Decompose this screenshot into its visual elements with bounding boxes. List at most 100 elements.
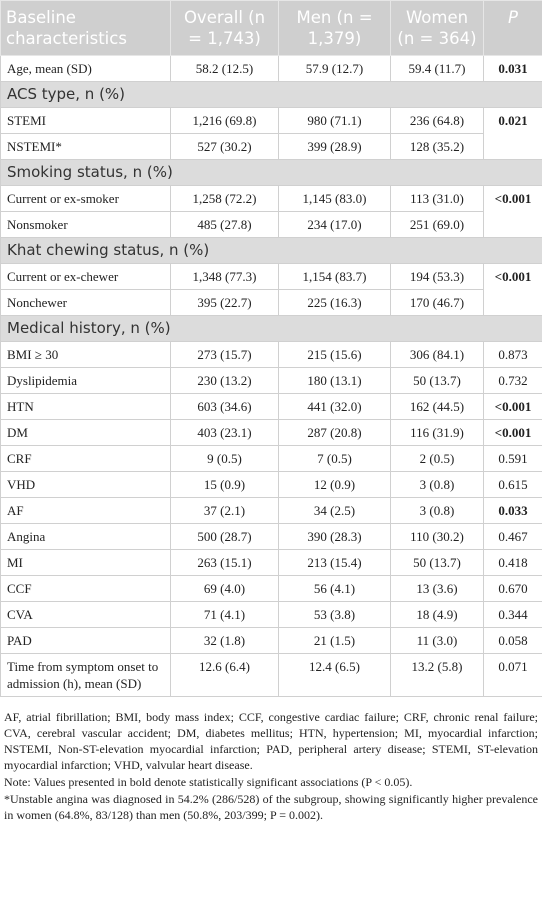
men-cell: 21 (1.5) bbox=[278, 627, 391, 654]
table-body: Age, mean (SD) 58.2 (12.5) 57.9 (12.7) 59.4… bbox=[0, 55, 542, 697]
p-cell: 0.021 bbox=[483, 107, 542, 160]
row-label: Age, mean (SD) bbox=[0, 55, 171, 82]
p-cell: 0.591 bbox=[483, 445, 542, 472]
overall-cell: 69 (4.0) bbox=[170, 575, 279, 602]
overall-cell: 263 (15.1) bbox=[170, 549, 279, 576]
data-row: MI 263 (15.1) 213 (15.4) 50 (13.7) 0.418 bbox=[0, 549, 542, 576]
p-cell: <0.001 bbox=[483, 185, 542, 238]
p-cell: 0.467 bbox=[483, 523, 542, 550]
data-row: HTN 603 (34.6) 441 (32.0) 162 (44.5) <0.001 bbox=[0, 393, 542, 420]
men-cell: 1,154 (83.7) bbox=[278, 263, 391, 290]
footnotes: AF, atrial fibrillation; BMI, body mass … bbox=[0, 697, 542, 823]
section-row: Medical history, n (%) bbox=[0, 315, 542, 342]
data-row: Age, mean (SD) 58.2 (12.5) 57.9 (12.7) 59.4… bbox=[0, 55, 542, 82]
header-cell: Overall (n = 1,743) bbox=[170, 0, 279, 56]
data-row: AF 37 (2.1) 34 (2.5) 3 (0.8) 0.033 bbox=[0, 497, 542, 524]
men-cell: 34 (2.5) bbox=[278, 497, 391, 524]
p-cell: <0.001 bbox=[483, 393, 542, 420]
p-cell: 0.873 bbox=[483, 341, 542, 368]
overall-cell: 1,258 (72.2) bbox=[170, 185, 279, 212]
women-cell: 2 (0.5) bbox=[390, 445, 484, 472]
header-cell: P bbox=[483, 0, 542, 56]
overall-cell: 1,348 (77.3) bbox=[170, 263, 279, 290]
data-row: Current or ex-chewer 1,348 (77.3) 1,154 (8… bbox=[0, 263, 542, 316]
overall-cell: 485 (27.8) bbox=[170, 211, 279, 238]
row-label: STEMI bbox=[0, 107, 171, 134]
row-label: PAD bbox=[0, 627, 171, 654]
row-label: Nonsmoker bbox=[0, 211, 171, 238]
data-table: Baseline characteristics Overall (n = 1,… bbox=[0, 0, 542, 697]
data-row: Nonsmoker 485 (27.8) 234 (17.0) 251 (69.0) bbox=[0, 211, 542, 238]
women-cell: 162 (44.5) bbox=[390, 393, 484, 420]
row-label: NSTEMI* bbox=[0, 133, 171, 160]
overall-cell: 9 (0.5) bbox=[170, 445, 279, 472]
overall-cell: 15 (0.9) bbox=[170, 471, 279, 498]
data-row: BMI ≥ 30 273 (15.7) 215 (15.6) 306 (84.1) 0.… bbox=[0, 341, 542, 368]
overall-cell: 603 (34.6) bbox=[170, 393, 279, 420]
section-title: Khat chewing status, n (%) bbox=[0, 237, 542, 264]
p-cell: 0.732 bbox=[483, 367, 542, 394]
row-label: VHD bbox=[0, 471, 171, 498]
p-cell: <0.001 bbox=[483, 419, 542, 446]
row-label: MI bbox=[0, 549, 171, 576]
p-cell: 0.615 bbox=[483, 471, 542, 498]
overall-cell: 71 (4.1) bbox=[170, 601, 279, 628]
men-cell: 180 (13.1) bbox=[278, 367, 391, 394]
data-row: CVA 71 (4.1) 53 (3.8) 18 (4.9) 0.344 bbox=[0, 601, 542, 628]
p-cell: 0.031 bbox=[483, 55, 542, 82]
women-cell: 11 (3.0) bbox=[390, 627, 484, 654]
data-row: Nonchewer 395 (22.7) 225 (16.3) 170 (46.7) bbox=[0, 289, 542, 316]
data-row: PAD 32 (1.8) 21 (1.5) 11 (3.0) 0.058 bbox=[0, 627, 542, 654]
overall-cell: 403 (23.1) bbox=[170, 419, 279, 446]
overall-cell: 12.6 (6.4) bbox=[170, 653, 279, 697]
overall-cell: 527 (30.2) bbox=[170, 133, 279, 160]
women-cell: 13.2 (5.8) bbox=[390, 653, 484, 697]
p-cell: <0.001 bbox=[483, 263, 542, 316]
women-cell: 50 (13.7) bbox=[390, 367, 484, 394]
data-row: CRF 9 (0.5) 7 (0.5) 2 (0.5) 0.591 bbox=[0, 445, 542, 472]
row-label: Time from symptom onset to admission (h)… bbox=[0, 653, 171, 697]
men-cell: 215 (15.6) bbox=[278, 341, 391, 368]
women-cell: 3 (0.8) bbox=[390, 471, 484, 498]
men-cell: 980 (71.1) bbox=[278, 107, 391, 134]
women-cell: 116 (31.9) bbox=[390, 419, 484, 446]
footnote: AF, atrial fibrillation; BMI, body mass … bbox=[4, 710, 538, 772]
overall-cell: 32 (1.8) bbox=[170, 627, 279, 654]
women-cell: 170 (46.7) bbox=[390, 289, 484, 316]
row-label: AF bbox=[0, 497, 171, 524]
section-row: Smoking status, n (%) bbox=[0, 159, 542, 186]
men-cell: 234 (17.0) bbox=[278, 211, 391, 238]
header-cell: Women (n = 364) bbox=[390, 0, 484, 56]
women-cell: 3 (0.8) bbox=[390, 497, 484, 524]
row-label: CRF bbox=[0, 445, 171, 472]
p-cell: 0.033 bbox=[483, 497, 542, 524]
overall-cell: 58.2 (12.5) bbox=[170, 55, 279, 82]
men-cell: 56 (4.1) bbox=[278, 575, 391, 602]
men-cell: 57.9 (12.7) bbox=[278, 55, 391, 82]
row-label: CCF bbox=[0, 575, 171, 602]
p-cell: 0.071 bbox=[483, 653, 542, 697]
section-title: ACS type, n (%) bbox=[0, 81, 542, 108]
women-cell: 251 (69.0) bbox=[390, 211, 484, 238]
section-title: Medical history, n (%) bbox=[0, 315, 542, 342]
men-cell: 7 (0.5) bbox=[278, 445, 391, 472]
women-cell: 128 (35.2) bbox=[390, 133, 484, 160]
data-row: Current or ex-smoker 1,258 (72.2) 1,145 (8… bbox=[0, 185, 542, 238]
section-title: Smoking status, n (%) bbox=[0, 159, 542, 186]
men-cell: 12 (0.9) bbox=[278, 471, 391, 498]
row-label: Nonchewer bbox=[0, 289, 171, 316]
data-row: Dyslipidemia 230 (13.2) 180 (13.1) 50 (13.7… bbox=[0, 367, 542, 394]
men-cell: 441 (32.0) bbox=[278, 393, 391, 420]
data-row: STEMI 1,216 (69.8) 980 (71.1) 236 (64.8) 0.0… bbox=[0, 107, 542, 160]
section-row: ACS type, n (%) bbox=[0, 81, 542, 108]
data-row: NSTEMI* 527 (30.2) 399 (28.9) 128 (35.2) bbox=[0, 133, 542, 160]
data-row: Time from symptom onset to admission (h)… bbox=[0, 653, 542, 697]
overall-cell: 37 (2.1) bbox=[170, 497, 279, 524]
row-label: Angina bbox=[0, 523, 171, 550]
row-label: Dyslipidemia bbox=[0, 367, 171, 394]
men-cell: 1,145 (83.0) bbox=[278, 185, 391, 212]
women-cell: 18 (4.9) bbox=[390, 601, 484, 628]
row-label: Current or ex-smoker bbox=[0, 185, 171, 212]
women-cell: 50 (13.7) bbox=[390, 549, 484, 576]
